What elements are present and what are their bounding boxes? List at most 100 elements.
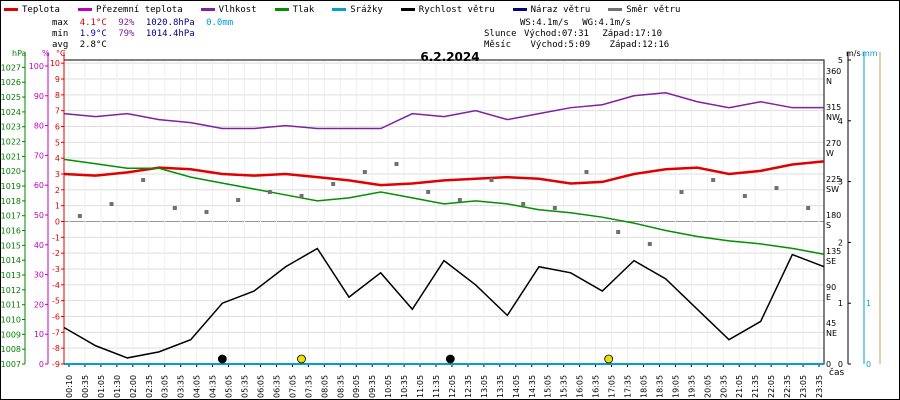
humidity-tick-label: 20 [34, 300, 44, 309]
x-tick-label: 04:05 [193, 375, 202, 398]
legend-swatch [4, 8, 18, 11]
x-tick-label: 22:35 [783, 375, 792, 398]
stats-max-label: max [52, 18, 69, 28]
direction-tick-label: 90 [826, 283, 836, 292]
x-tick-label: 20:35 [719, 375, 728, 398]
pressure-tick-label: 1026 [1, 78, 21, 87]
x-tick-label: 20:05 [703, 375, 712, 398]
sun-moon-marker [217, 354, 227, 364]
rain-tick-label: 1 [866, 299, 871, 308]
x-tick-label: 23:05 [799, 375, 808, 398]
direction-tick-label: E [826, 293, 831, 302]
x-tick-label: 07:35 [304, 375, 313, 398]
pressure-tick-label: 1015 [1, 241, 21, 250]
legend-item: Náraz větru [512, 5, 590, 15]
x-tick-label: 01:05 [97, 375, 106, 398]
temperature-tick-label: 1 [55, 202, 60, 211]
pressure-tick-label: 1019 [1, 182, 21, 191]
direction-point [521, 202, 526, 206]
direction-tick-label: SE [826, 257, 836, 266]
direction-tick-label: 180 [826, 211, 841, 220]
rain-tick-label: 0 [866, 360, 871, 369]
x-tick-label: 19:35 [687, 375, 696, 398]
direction-point [552, 206, 557, 210]
x-tick-label: 08:35 [336, 375, 345, 398]
x-tick-label: 16:05 [576, 375, 585, 398]
x-tick-label: 14:35 [528, 375, 537, 398]
pressure-tick-label: 1018 [1, 197, 21, 206]
direction-point [172, 206, 177, 210]
info-moonset: Západ:12:16 [609, 40, 670, 50]
pressure-tick-label: 1024 [1, 108, 21, 117]
direction-tick-label: 270 [826, 139, 841, 148]
direction-point [457, 198, 462, 202]
temperature-tick-label: 4 [55, 154, 60, 163]
humidity-tick-label: 60 [34, 181, 44, 190]
temperature-tick-label: -4 [52, 281, 60, 290]
direction-tick-label: NE [826, 329, 837, 338]
humidity-tick-label: 70 [34, 151, 44, 160]
x-tick-label: 16:35 [592, 375, 601, 398]
humidity-tick-label: 100 [29, 62, 44, 71]
direction-point [679, 190, 684, 194]
x-tick-label: 04:35 [209, 375, 218, 398]
series-line [63, 247, 825, 359]
pressure-tick-label: 1017 [1, 212, 21, 221]
temperature-tick-label: -7 [52, 328, 60, 337]
pressure-tick-label: 1027 [1, 63, 21, 72]
direction-tick-label: 225 [826, 175, 841, 184]
direction-tick-label: W [826, 149, 834, 158]
legend-item: Rychlost větru [400, 4, 495, 15]
x-tick-label: 10:05 [384, 375, 393, 398]
stats-avg-row: avg 2.8°C [52, 40, 239, 51]
pressure-tick-label: 1007 [1, 360, 21, 369]
direction-point [77, 214, 82, 218]
plot-border [63, 59, 825, 365]
x-tick-label: 09:35 [368, 375, 377, 398]
x-tick-label: 21:35 [751, 375, 760, 398]
x-tick-label: 06:05 [256, 375, 265, 398]
humidity-tick-label: 30 [34, 271, 44, 280]
info-sunrise: Východ:07:31 [523, 29, 589, 39]
info-sun-label: Slunce [484, 29, 517, 39]
pressure-tick-label: 1011 [1, 301, 21, 310]
stats-avg-temp: 2.8°C [79, 40, 107, 50]
x-tick-label: 23:35 [815, 375, 824, 398]
direction-tick-label: 45 [826, 319, 836, 328]
stats-min-press: 1014.4hPa [145, 29, 195, 39]
direction-tick-label: 135 [826, 247, 841, 256]
pressure-tick-label: 1022 [1, 138, 21, 147]
temperature-tick-label: -3 [52, 265, 60, 274]
x-tick-label: 21:05 [735, 375, 744, 398]
legend-label: Rychlost větru [418, 4, 495, 15]
humidity-tick-label: 10 [34, 330, 44, 339]
pressure-tick-label: 1013 [1, 271, 21, 280]
x-tick-label: 09:05 [352, 375, 361, 398]
legend-swatch [332, 8, 347, 11]
legend-label: Směr větru [626, 4, 681, 15]
x-tick-label: 03:05 [161, 375, 170, 398]
pressure-tick-label: 1009 [1, 330, 21, 339]
x-tick-label: 15:05 [544, 375, 553, 398]
x-tick-label: 11:05 [416, 375, 425, 398]
wind-tick-label: 3 [838, 178, 843, 187]
x-tick-label: 17:35 [624, 375, 633, 398]
temperature-tick-label: -6 [52, 313, 60, 322]
x-tick-label: 12:35 [464, 375, 473, 398]
sun-moon-marker [445, 354, 455, 364]
legend-label: Teplota [22, 4, 60, 15]
x-tick-label: 08:05 [320, 375, 329, 398]
series-line [63, 92, 824, 130]
direction-tick-label: SW [826, 185, 839, 194]
legend-item: Tlak [274, 5, 314, 15]
temperature-tick-label: 7 [55, 107, 60, 116]
x-tick-label: 07:05 [288, 375, 297, 398]
series-line [63, 160, 825, 187]
x-tick-label: 18:35 [655, 375, 664, 398]
direction-point [236, 198, 241, 202]
x-tick-label: 06:35 [272, 375, 281, 398]
direction-tick-label: 315 [826, 103, 841, 112]
info-sunset: Západ:17:10 [602, 29, 662, 39]
pressure-tick-label: 1010 [1, 316, 21, 325]
